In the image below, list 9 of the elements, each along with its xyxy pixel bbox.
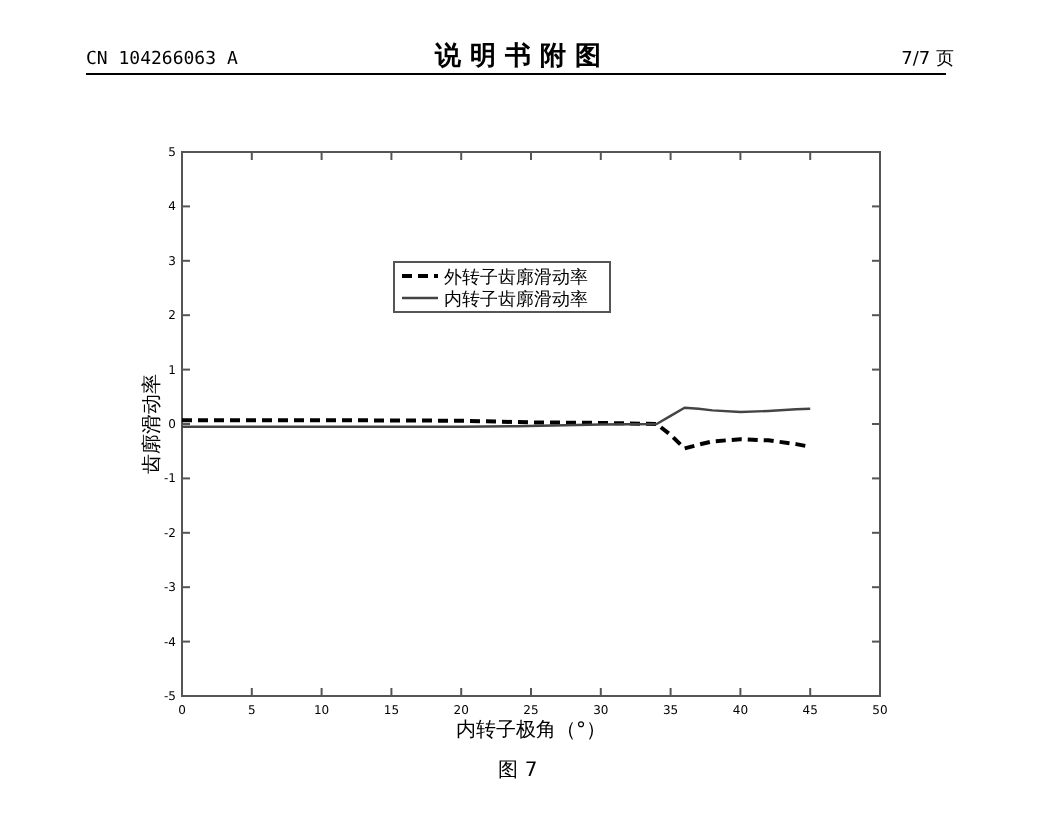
y-axis-title: 齿廓滑动率 bbox=[140, 374, 164, 474]
chart-title: 说 明 书 附 图 bbox=[432, 42, 602, 72]
legend-label: 外转子齿廓滑动率 bbox=[444, 267, 588, 289]
text: CN 104266063 A bbox=[86, 50, 239, 70]
legend-label: 内转子齿廓滑动率 bbox=[444, 289, 588, 311]
caption: 图 7 bbox=[498, 760, 538, 782]
line-series bbox=[180, 406, 812, 428]
x-axis-title: 内转子极角（°） bbox=[456, 718, 606, 742]
text: 7/7 页 bbox=[901, 50, 954, 70]
